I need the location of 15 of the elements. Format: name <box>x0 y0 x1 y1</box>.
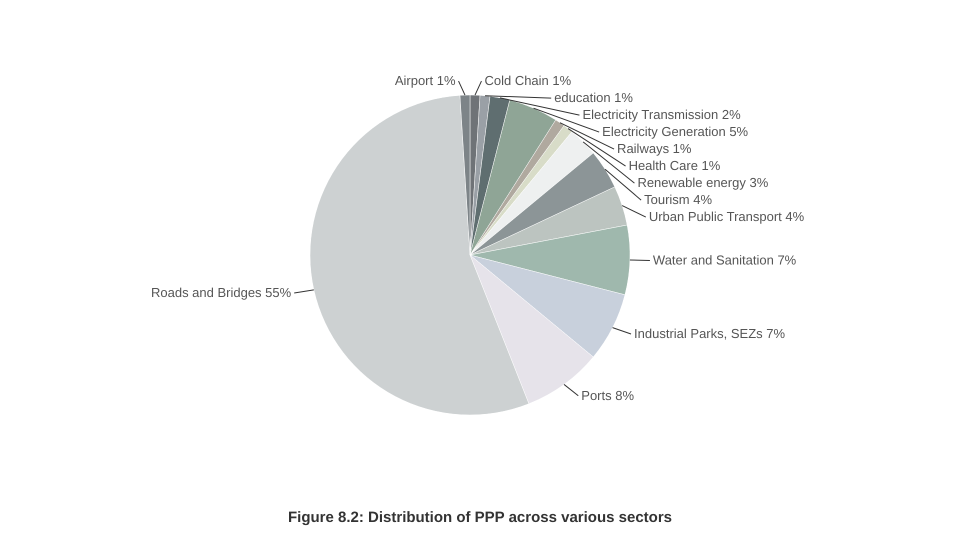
slice-label: Cold Chain 1% <box>484 73 572 88</box>
slice-label: Railways 1% <box>617 141 692 156</box>
slice-label: Health Care 1% <box>628 158 721 174</box>
slice-label: Ports 8% <box>581 388 634 403</box>
slice-label: Electricity Generation 5% <box>602 124 749 140</box>
slice-label: Electricity Transmission 2% <box>582 107 742 122</box>
slice-label: education 1% <box>554 90 634 106</box>
text: Figure 8.2: Distribution of PPP across various sectors <box>288 509 672 526</box>
slice-label: Industrial Parks, SEZs 7% <box>634 326 786 341</box>
slice-label: Tourism 4% <box>644 192 712 208</box>
slice-label: Renewable energy 3% <box>637 175 769 190</box>
slice-label: Water and Sanitation 7% <box>652 252 797 268</box>
slice-label: Roads and Bridges 55% <box>150 284 292 300</box>
slice-label: Airport 1% <box>394 73 456 88</box>
slice-label: Urban Public Transport 4% <box>648 209 805 224</box>
